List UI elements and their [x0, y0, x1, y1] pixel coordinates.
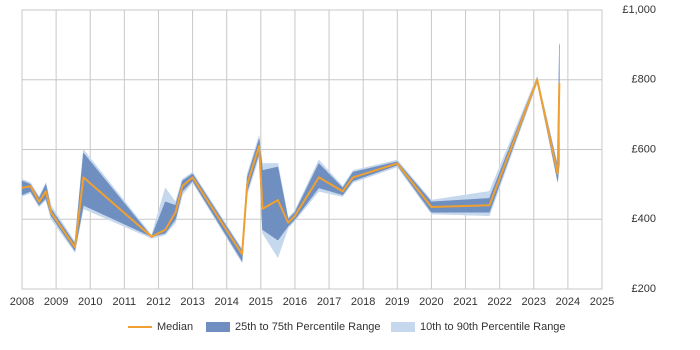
- x-tick-label: 2016: [283, 296, 307, 308]
- x-tick-label: 2012: [146, 296, 170, 308]
- percentile-band: [21, 44, 560, 262]
- x-tick-label: 2013: [180, 296, 204, 308]
- x-tick-label: 2021: [453, 296, 477, 308]
- x-tick-label: 2018: [351, 296, 375, 308]
- y-tick-label: £200: [632, 283, 656, 295]
- x-tick-label: 2011: [113, 296, 137, 308]
- x-tick-label: 2010: [78, 296, 102, 308]
- x-tick-label: 2019: [385, 296, 409, 308]
- y-tick-label: £600: [632, 143, 656, 155]
- legend-label: Median: [157, 321, 193, 333]
- x-tick-label: 2022: [487, 296, 511, 308]
- x-tick-label: 2023: [522, 296, 546, 308]
- x-tick-label: 2009: [44, 296, 68, 308]
- x-tick-label: 2025: [590, 296, 614, 308]
- percentile-band: [21, 43, 560, 264]
- legend-label: 25th to 75th Percentile Range: [235, 321, 381, 333]
- y-tick-label: £1,000: [622, 4, 656, 16]
- legend-swatch: [206, 322, 230, 332]
- y-tick-label: £400: [632, 213, 656, 225]
- legend-label: 10th to 90th Percentile Range: [420, 321, 566, 333]
- y-tick-label: £800: [632, 74, 656, 86]
- x-tick-label: 2017: [317, 296, 341, 308]
- x-tick-label: 2008: [10, 296, 34, 308]
- legend-swatch: [391, 322, 415, 332]
- median-line: [21, 78, 561, 256]
- plot-border: [21, 9, 603, 290]
- x-tick-label: 2014: [214, 296, 238, 308]
- x-tick-label: 2024: [556, 296, 580, 308]
- x-tick-label: 2015: [249, 296, 273, 308]
- x-tick-label: 2020: [419, 296, 443, 308]
